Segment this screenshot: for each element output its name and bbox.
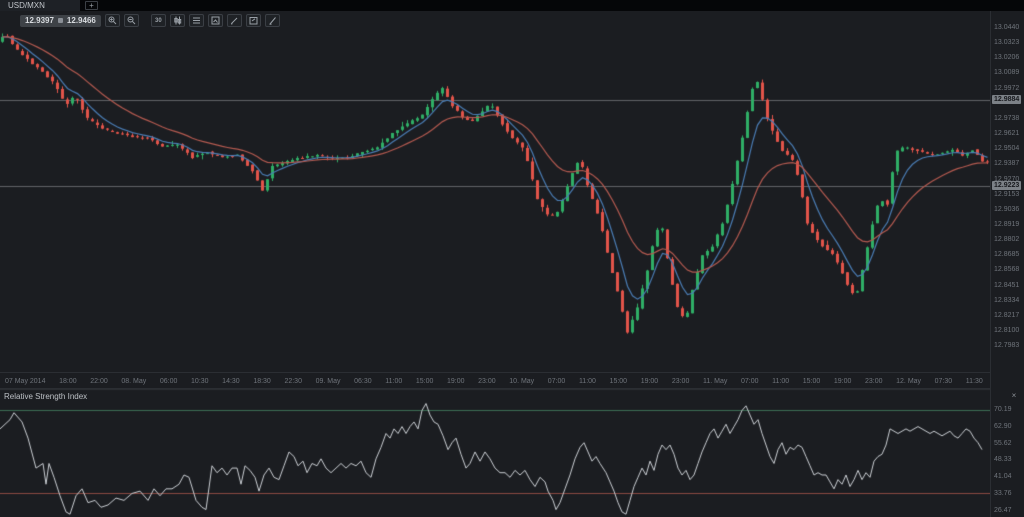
time-label: 07:00 bbox=[547, 378, 566, 385]
time-label: 15:00 bbox=[609, 378, 628, 385]
time-label: 09. May bbox=[315, 378, 341, 385]
price-level-label: 12.9884 bbox=[992, 95, 1022, 104]
rsi-tick-label: 55.62 bbox=[994, 439, 1012, 447]
rsi-panel[interactable] bbox=[0, 389, 990, 517]
time-label: 23:00 bbox=[865, 378, 883, 385]
draw-icon bbox=[230, 16, 239, 25]
time-label: 15:00 bbox=[415, 378, 434, 385]
price-tick-label: 12.8451 bbox=[994, 281, 1020, 289]
price-tick-label: 12.9153 bbox=[994, 190, 1020, 198]
timeframe-30-button[interactable]: 30 bbox=[150, 14, 166, 27]
timeframe-30-icon: 30 bbox=[155, 17, 162, 24]
time-axis[interactable]: 07 May 2014 18:00 22:00 08. May 06:00 10:30 14… bbox=[0, 372, 990, 389]
price-tick-label: 12.8568 bbox=[994, 266, 1020, 274]
price-tick-label: 13.0089 bbox=[994, 69, 1020, 77]
time-label: 18:00 bbox=[59, 378, 77, 385]
time-label: 07:00 bbox=[740, 378, 759, 385]
time-label: 11:00 bbox=[772, 378, 790, 385]
time-label: 07 May 2014 bbox=[5, 378, 46, 385]
rsi-chart-canvas[interactable] bbox=[0, 389, 990, 517]
time-label: 11:00 bbox=[578, 378, 596, 385]
time-label: 12. May bbox=[896, 378, 922, 385]
rsi-close-icon[interactable]: × bbox=[1011, 391, 1017, 400]
time-label: 19:00 bbox=[640, 378, 659, 385]
time-label: 07:30 bbox=[934, 378, 953, 385]
candlestick-chart-canvas[interactable] bbox=[0, 11, 990, 372]
price-tick-label: 12.9504 bbox=[994, 145, 1020, 153]
annotate-button[interactable] bbox=[245, 14, 261, 27]
time-label: 11:00 bbox=[385, 378, 403, 385]
time-label: 23:00 bbox=[478, 378, 496, 385]
price-tick-label: 12.8919 bbox=[994, 220, 1020, 228]
time-label: 10:30 bbox=[191, 378, 209, 385]
tools-button[interactable] bbox=[264, 14, 280, 27]
price-tick-label: 12.9036 bbox=[994, 205, 1020, 213]
rsi-tick-label: 33.76 bbox=[994, 489, 1012, 497]
tools-icon bbox=[268, 16, 277, 25]
time-label: 11. May bbox=[702, 378, 728, 385]
tab-bar: USD/MXN + bbox=[0, 0, 1024, 11]
zoom-out-button[interactable] bbox=[123, 14, 139, 27]
time-label: 22:30 bbox=[284, 378, 302, 385]
price-tick-label: 12.9270 bbox=[994, 175, 1020, 183]
new-tab-button[interactable]: + bbox=[85, 1, 98, 10]
zoom-in-icon bbox=[108, 16, 117, 25]
spread-icon bbox=[57, 18, 63, 23]
price-tick-label: 13.0206 bbox=[994, 54, 1020, 62]
price-tick-label: 13.0323 bbox=[994, 39, 1020, 47]
price-tick-label: 12.8217 bbox=[994, 311, 1020, 319]
chart-toolbar: 12.9397 12.9466 30 bbox=[20, 14, 280, 27]
time-label: 23:00 bbox=[671, 378, 690, 385]
price-tick-label: 12.8685 bbox=[994, 251, 1020, 259]
rsi-panel-title: Relative Strength Index bbox=[4, 392, 88, 401]
indicators-icon bbox=[192, 16, 201, 25]
chart-type-button[interactable] bbox=[169, 14, 185, 27]
time-label: 06:00 bbox=[159, 378, 178, 385]
time-label: 08. May bbox=[121, 378, 147, 385]
rsi-tick-label: 48.33 bbox=[994, 456, 1012, 464]
price-tick-label: 12.9621 bbox=[994, 130, 1020, 138]
zoom-out-icon bbox=[127, 16, 136, 25]
rsi-tick-label: 62.90 bbox=[994, 422, 1012, 430]
time-label: 19:00 bbox=[447, 378, 465, 385]
time-label: 15:00 bbox=[802, 378, 821, 385]
time-axis-labels: 07 May 2014 18:00 22:00 08. May 06:00 10:30 14… bbox=[5, 378, 983, 385]
toolbar-buttons: 30 bbox=[104, 14, 280, 27]
price-level-label: 12.9223 bbox=[992, 180, 1022, 190]
quote-pill[interactable]: 12.9397 12.9466 bbox=[20, 14, 101, 27]
chart-type-icon bbox=[173, 16, 182, 25]
price-tick-label: 12.8100 bbox=[994, 327, 1020, 335]
time-label: 14:30 bbox=[222, 378, 240, 385]
price-tick-label: 12.7983 bbox=[994, 342, 1020, 350]
ask-price: 12.9466 bbox=[66, 16, 96, 25]
price-tick-label: 12.8802 bbox=[994, 236, 1020, 244]
indicators-button[interactable] bbox=[188, 14, 204, 27]
compare-icon bbox=[211, 16, 220, 25]
price-tick-label: 12.9738 bbox=[994, 114, 1020, 122]
price-axis[interactable]: 13.0440 13.0323 13.0206 13.0089 12.9972 12.97… bbox=[990, 11, 1024, 517]
price-tick-label: 13.0440 bbox=[994, 23, 1020, 31]
tab-usdmxn[interactable]: USD/MXN bbox=[0, 0, 80, 11]
price-tick-label: 12.9972 bbox=[994, 84, 1020, 92]
rsi-tick-label: 26.47 bbox=[994, 506, 1012, 514]
time-label: 22:00 bbox=[90, 378, 108, 385]
price-tick-label: 12.8334 bbox=[994, 296, 1020, 304]
annotate-icon bbox=[249, 16, 258, 25]
time-label: 19:00 bbox=[833, 378, 852, 385]
price-tick-label: 12.9387 bbox=[994, 160, 1020, 168]
zoom-in-button[interactable] bbox=[104, 14, 120, 27]
rsi-tick-label: 41.04 bbox=[994, 473, 1012, 481]
time-label: 11:30 bbox=[965, 378, 983, 385]
bid-price: 12.9397 bbox=[25, 16, 54, 25]
time-label: 18:30 bbox=[253, 378, 271, 385]
rsi-tick-label: 70.19 bbox=[994, 406, 1012, 413]
time-label: 10. May bbox=[509, 378, 535, 385]
time-label: 06:30 bbox=[354, 378, 372, 385]
draw-button[interactable] bbox=[226, 14, 242, 27]
compare-button[interactable] bbox=[207, 14, 223, 27]
price-chart-pane[interactable] bbox=[0, 11, 990, 372]
